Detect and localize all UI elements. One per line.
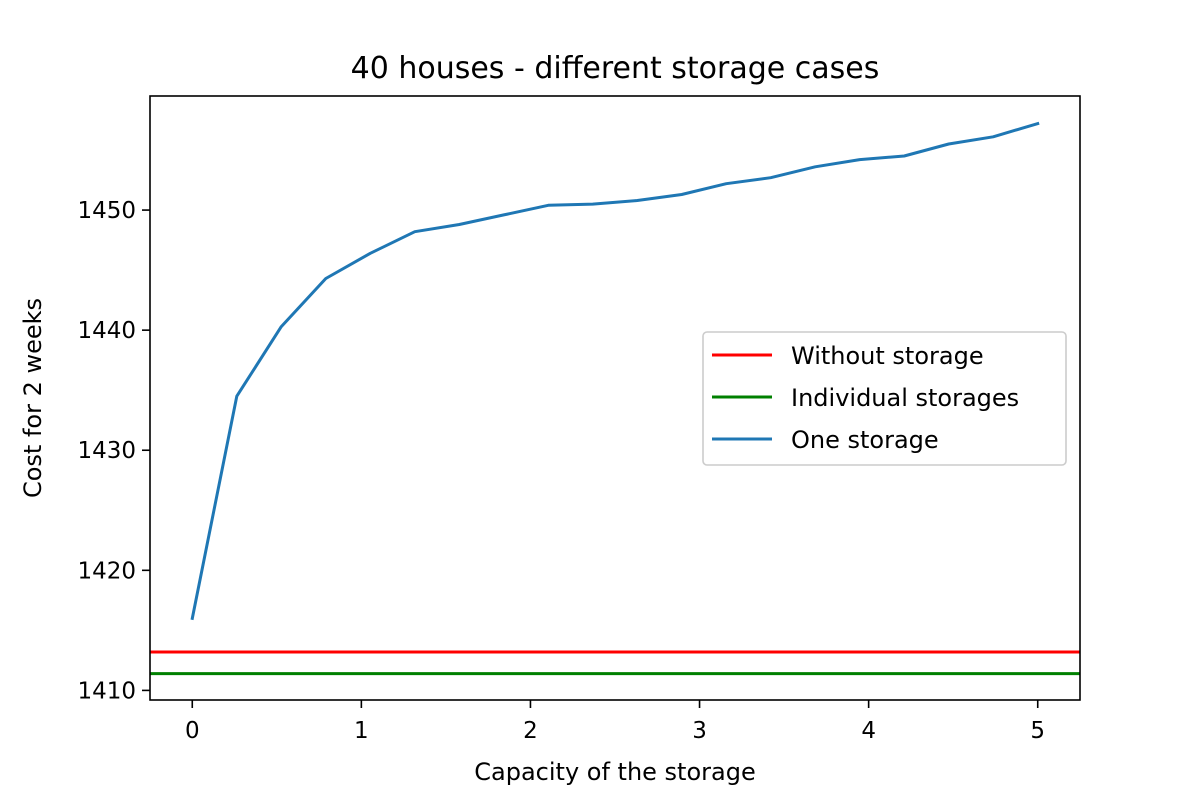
- legend-label-one-storage: One storage: [791, 426, 939, 454]
- x-tick-label: 5: [1030, 718, 1045, 744]
- x-axis-label: Capacity of the storage: [474, 758, 755, 786]
- x-tick-label: 3: [692, 718, 707, 744]
- legend-label-without-storage: Without storage: [791, 342, 984, 370]
- x-tick-label: 0: [185, 718, 200, 744]
- legend: Without storage Individual storages One st…: [702, 331, 1067, 466]
- plot-area: [150, 121, 1080, 676]
- legend-label-individual-storages: Individual storages: [791, 384, 1019, 412]
- x-tick-label: 4: [861, 718, 876, 744]
- x-tick-label: 1: [354, 718, 369, 744]
- chart-title: 40 houses - different storage cases: [351, 51, 880, 86]
- y-tick-label: 1450: [77, 198, 136, 224]
- y-tick-label: 1440: [77, 318, 136, 344]
- y-tick-label: 1430: [77, 438, 136, 464]
- plot-frame: [149, 95, 1081, 701]
- axis-ticks: 0 1 2 3 4 5 1410 1420 1430 1440 1450: [77, 198, 1045, 744]
- series-line-one-storage: [190, 121, 1040, 621]
- legend-box: [702, 331, 1067, 466]
- y-tick-label: 1410: [77, 678, 136, 704]
- y-axis-label: Cost for 2 weeks: [19, 298, 47, 498]
- x-tick-label: 2: [523, 718, 538, 744]
- y-tick-label: 1420: [77, 558, 136, 584]
